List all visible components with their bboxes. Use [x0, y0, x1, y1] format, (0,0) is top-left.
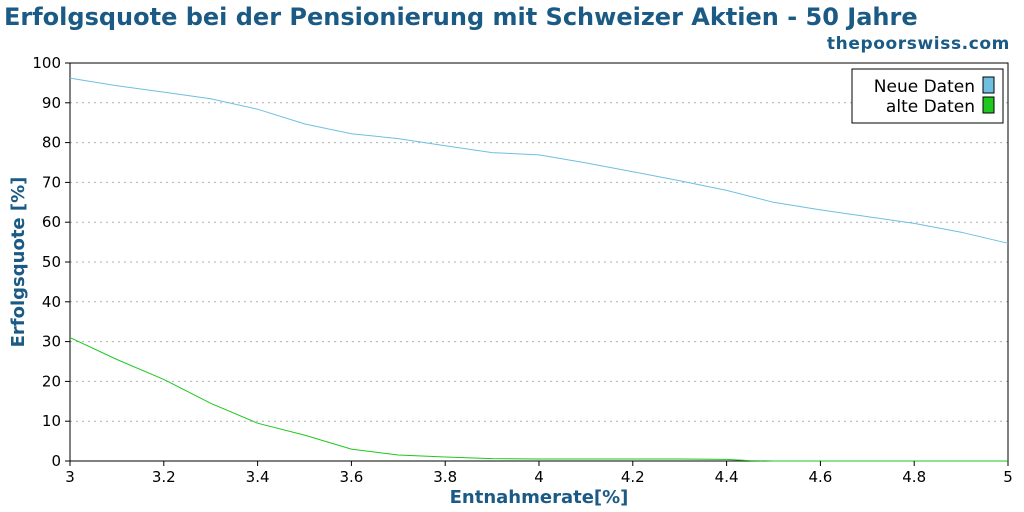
legend-label-alte-daten: alte Daten: [886, 97, 975, 117]
series-line-alte-daten: [69, 337, 1008, 462]
axis-ticks: 0 10 20 30 40 50 60 70 80 90 100 3 3.2 3.4 3.6 3.8 4 4.2 4…: [32, 54, 1012, 486]
series-line-neue-daten: [69, 77, 1009, 244]
y-axis-title: Erfolgsquote [%]: [8, 177, 29, 348]
x-tick-label: 4: [534, 468, 544, 486]
y-tick-label: 20: [42, 372, 61, 390]
x-tick-label: 3.8: [433, 468, 457, 486]
y-tick-label: 100: [32, 54, 61, 72]
legend: Neue Daten alte Daten: [851, 68, 1004, 124]
x-tick-label: 4.4: [715, 468, 739, 486]
x-tick-label: 3.2: [152, 468, 176, 486]
y-tick-label: 30: [42, 333, 61, 351]
y-tick-label: 70: [42, 173, 61, 191]
y-tick-label: 0: [51, 452, 61, 470]
x-tick-label: 3.6: [339, 468, 363, 486]
source-label: thepoorswiss.com: [826, 34, 1010, 54]
x-tick-label: 3: [65, 468, 75, 486]
y-tick-label: 60: [42, 213, 61, 231]
series-lines: [69, 77, 1009, 462]
legend-swatch-alte-daten: [982, 96, 995, 114]
legend-swatch-neue-daten: [982, 76, 995, 94]
x-tick-label: 4.8: [902, 468, 926, 486]
y-tick-label: 40: [42, 293, 61, 311]
x-axis-title: Entnahmerate[%]: [450, 487, 629, 508]
y-tick-label: 90: [42, 94, 61, 112]
chart-title: Erfolgsquote bei der Pensionierung mit S…: [4, 3, 918, 31]
legend-box: [851, 68, 1004, 124]
x-tick-label: 4.6: [808, 468, 832, 486]
y-tick-label: 50: [42, 253, 61, 271]
x-tick-label: 5: [1003, 468, 1013, 486]
x-tick-label: 4.2: [621, 468, 645, 486]
legend-label-neue-daten: Neue Daten: [874, 77, 975, 97]
grid-lines: [70, 102, 1008, 422]
y-tick-label: 80: [42, 134, 61, 152]
y-tick-label: 10: [42, 412, 61, 430]
x-tick-label: 3.4: [246, 468, 270, 486]
